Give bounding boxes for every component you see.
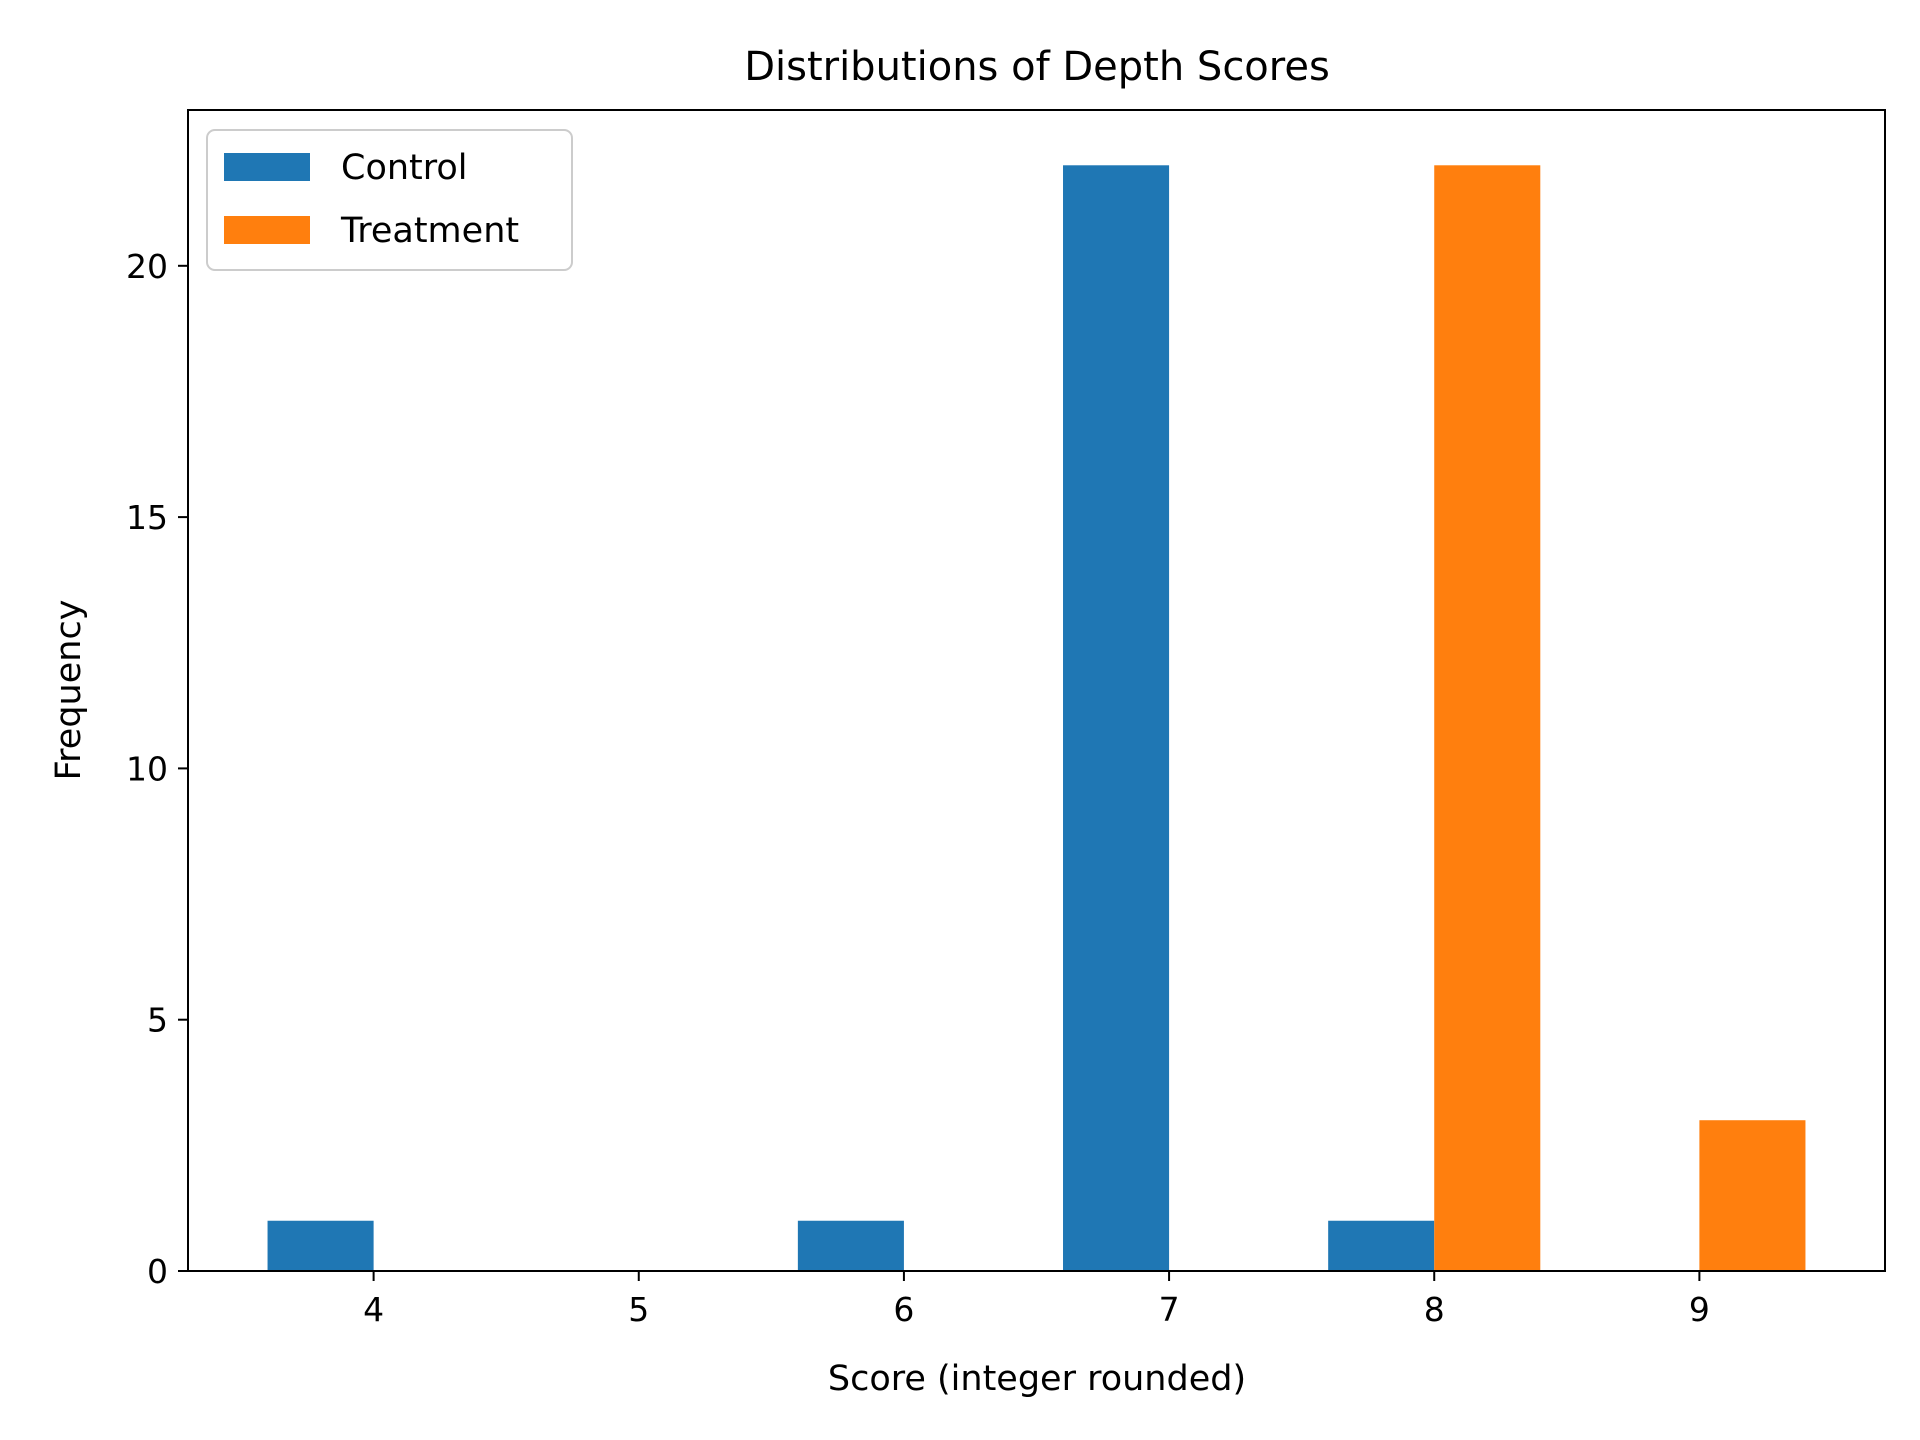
y-tick-label: 20: [126, 247, 168, 286]
y-tick-label: 0: [147, 1252, 168, 1291]
bar-treatment-9: [1699, 1120, 1806, 1271]
x-tick-label: 8: [1424, 1290, 1445, 1329]
y-tick-label: 10: [126, 749, 168, 788]
legend-swatch-treatment: [224, 216, 310, 244]
y-axis-label: Frequency: [49, 600, 89, 781]
x-tick-label: 9: [1689, 1290, 1710, 1329]
y-tick-label: 5: [147, 1001, 168, 1040]
y-axis-ticks: 0 5 10 15 20: [126, 247, 188, 1291]
bar-control-4: [267, 1220, 374, 1271]
x-tick-label: 4: [363, 1290, 384, 1329]
chart-title: Distributions of Depth Scores: [744, 44, 1330, 90]
bar-control-8: [1328, 1220, 1435, 1271]
legend: Control Treatment: [206, 129, 573, 271]
y-tick-label: 15: [126, 498, 168, 537]
x-tick-label: 5: [628, 1290, 649, 1329]
x-tick-label: 7: [1159, 1290, 1180, 1329]
x-axis-ticks: 4 5 6 7 8 9: [363, 1271, 1710, 1329]
legend-label-control: Control: [341, 148, 468, 188]
bar-treatment-8: [1434, 165, 1541, 1271]
legend-swatch-control: [224, 153, 310, 181]
x-axis-label: Score (integer rounded): [828, 1359, 1246, 1399]
x-tick-label: 6: [893, 1290, 914, 1329]
legend-label-treatment: Treatment: [340, 211, 519, 251]
bar-control-7: [1063, 165, 1170, 1271]
bar-control-6: [797, 1220, 904, 1271]
plot-frame: [187, 109, 1886, 1272]
plot-area: [267, 165, 1806, 1271]
